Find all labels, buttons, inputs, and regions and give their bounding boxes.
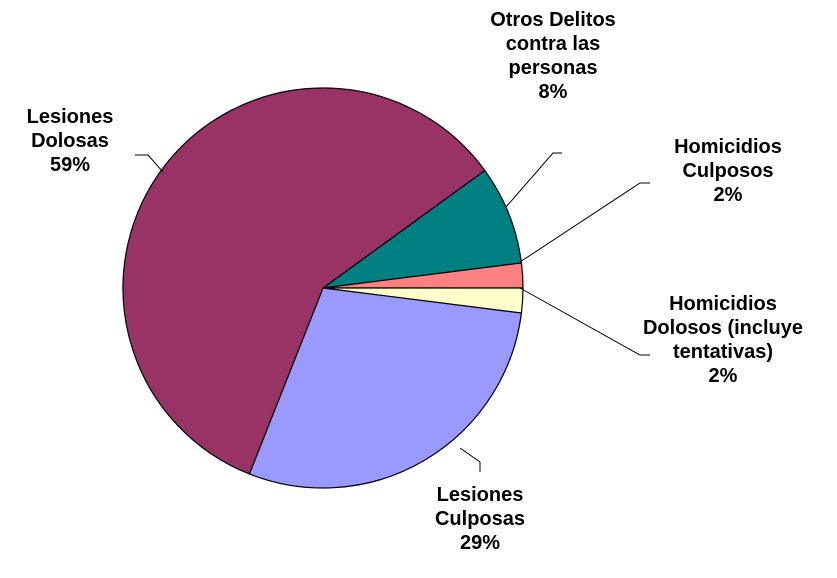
leader-line [519, 182, 650, 263]
category-name: Lesiones Culposas [434, 484, 526, 530]
category-name: Homicidios Culposos [674, 136, 782, 182]
value-label: 8% [538, 81, 568, 103]
leader-line [135, 154, 164, 173]
value-label: 2% [708, 365, 738, 387]
slice-label: Homicidios Culposos 2% [643, 135, 813, 207]
category-name: Lesiones Dolosas [26, 106, 114, 152]
leader-line [519, 287, 650, 356]
slice-label: Homicidios Dolosos (incluye tentativas) 2… [628, 292, 818, 388]
slice-label: Otros Delitos contra las personas 8% [463, 8, 643, 104]
slice-label: Lesiones Dolosas 59% [5, 105, 135, 177]
category-name: Otros Delitos contra las personas [490, 9, 616, 79]
value-label: 59% [49, 154, 91, 176]
value-label: 29% [459, 532, 501, 554]
category-name: Homicidios Dolosos (incluye tentativas) [642, 293, 804, 363]
value-label: 2% [713, 184, 743, 206]
pie-slice [248, 287, 523, 489]
leader-line [459, 447, 481, 472]
slice-label: Lesiones Culposas 29% [400, 483, 560, 555]
pie-slice [122, 87, 486, 475]
leader-line [505, 152, 562, 208]
